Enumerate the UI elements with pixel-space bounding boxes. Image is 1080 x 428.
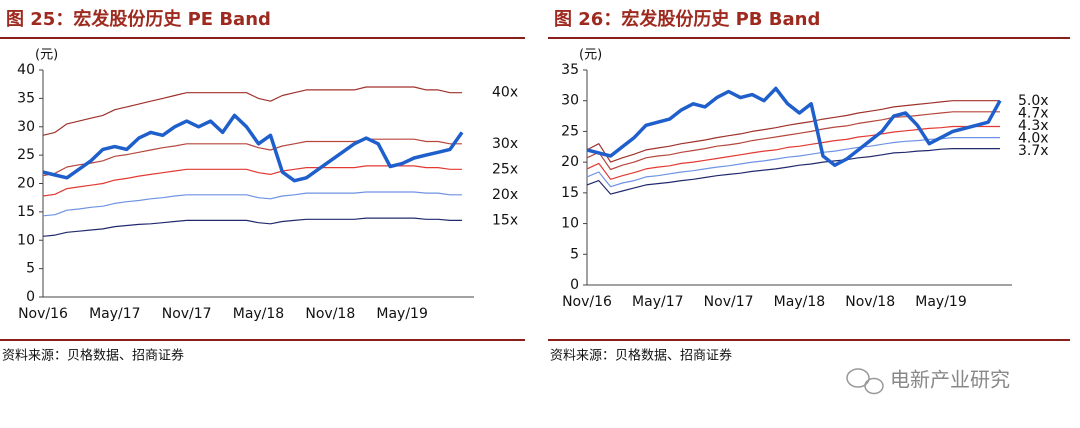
band-line xyxy=(42,191,462,217)
x-tick-label: May/17 xyxy=(632,294,683,310)
x-tick-label: May/19 xyxy=(376,306,427,322)
band-label: 4.0x xyxy=(1018,131,1049,147)
price-line xyxy=(586,86,1002,167)
band-line xyxy=(586,148,1000,195)
chart-title: 图 25：宏发股份历史 PE Band xyxy=(6,8,271,30)
y-tick-label: 0 xyxy=(26,289,35,305)
source: 资料来源：贝格数据、招商证券 xyxy=(2,348,184,364)
band-line xyxy=(586,137,1000,188)
band-line xyxy=(42,86,462,136)
y-tick-label: 30 xyxy=(17,119,35,135)
x-tick-label: May/18 xyxy=(774,294,825,310)
x-tick-label: Nov/16 xyxy=(562,294,612,310)
y-tick-label: 20 xyxy=(17,176,35,192)
y-tick-label: 25 xyxy=(17,147,35,163)
chart-title: 图 26：宏发股份历史 PB Band xyxy=(554,8,820,30)
price-line xyxy=(42,113,464,183)
x-tick-label: May/17 xyxy=(89,306,140,322)
x-tick-label: Nov/18 xyxy=(845,294,895,310)
band-label: 5.0x xyxy=(1018,93,1049,109)
y-tick-label: 5 xyxy=(570,246,579,262)
y-tick-label: 20 xyxy=(561,154,579,170)
y-tick-label: 15 xyxy=(561,185,579,201)
band-label: 40x xyxy=(492,85,518,101)
band-line xyxy=(42,138,462,177)
y-tick-label: 5 xyxy=(26,261,35,277)
x-tick-label: May/19 xyxy=(915,294,966,310)
x-tick-label: Nov/16 xyxy=(18,306,68,322)
band-label: 30x xyxy=(492,136,518,152)
band-line xyxy=(586,111,1000,171)
x-tick-label: Nov/17 xyxy=(162,306,212,322)
band-line xyxy=(586,100,1000,163)
y-tick-label: 40 xyxy=(17,62,35,78)
y-tick-label: 10 xyxy=(17,232,35,248)
band-label: 20x xyxy=(492,187,518,203)
band-line xyxy=(586,125,1000,180)
wechat-icon xyxy=(846,368,884,395)
y-tick-label: 0 xyxy=(570,277,579,293)
band-label: 4.7x xyxy=(1018,106,1049,122)
y-tick-label: 35 xyxy=(17,90,35,106)
y-unit: (元) xyxy=(35,48,58,63)
watermark: 电新产业研究 xyxy=(890,368,1010,392)
band-label: 3.7x xyxy=(1018,143,1049,159)
x-tick-label: May/18 xyxy=(233,306,284,322)
x-tick-label: Nov/17 xyxy=(704,294,754,310)
x-tick-label: Nov/18 xyxy=(305,306,355,322)
band-label: 4.3x xyxy=(1018,118,1049,134)
band-label: 25x xyxy=(492,161,518,177)
source: 资料来源：贝格数据、招商证券 xyxy=(550,348,732,364)
band-line xyxy=(42,217,462,237)
y-tick-label: 25 xyxy=(561,123,579,139)
y-tick-label: 30 xyxy=(561,93,579,109)
y-unit: (元) xyxy=(579,48,602,63)
band-label: 15x xyxy=(492,212,518,228)
y-tick-label: 35 xyxy=(561,62,579,78)
y-tick-label: 15 xyxy=(17,204,35,220)
y-tick-label: 10 xyxy=(561,216,579,232)
